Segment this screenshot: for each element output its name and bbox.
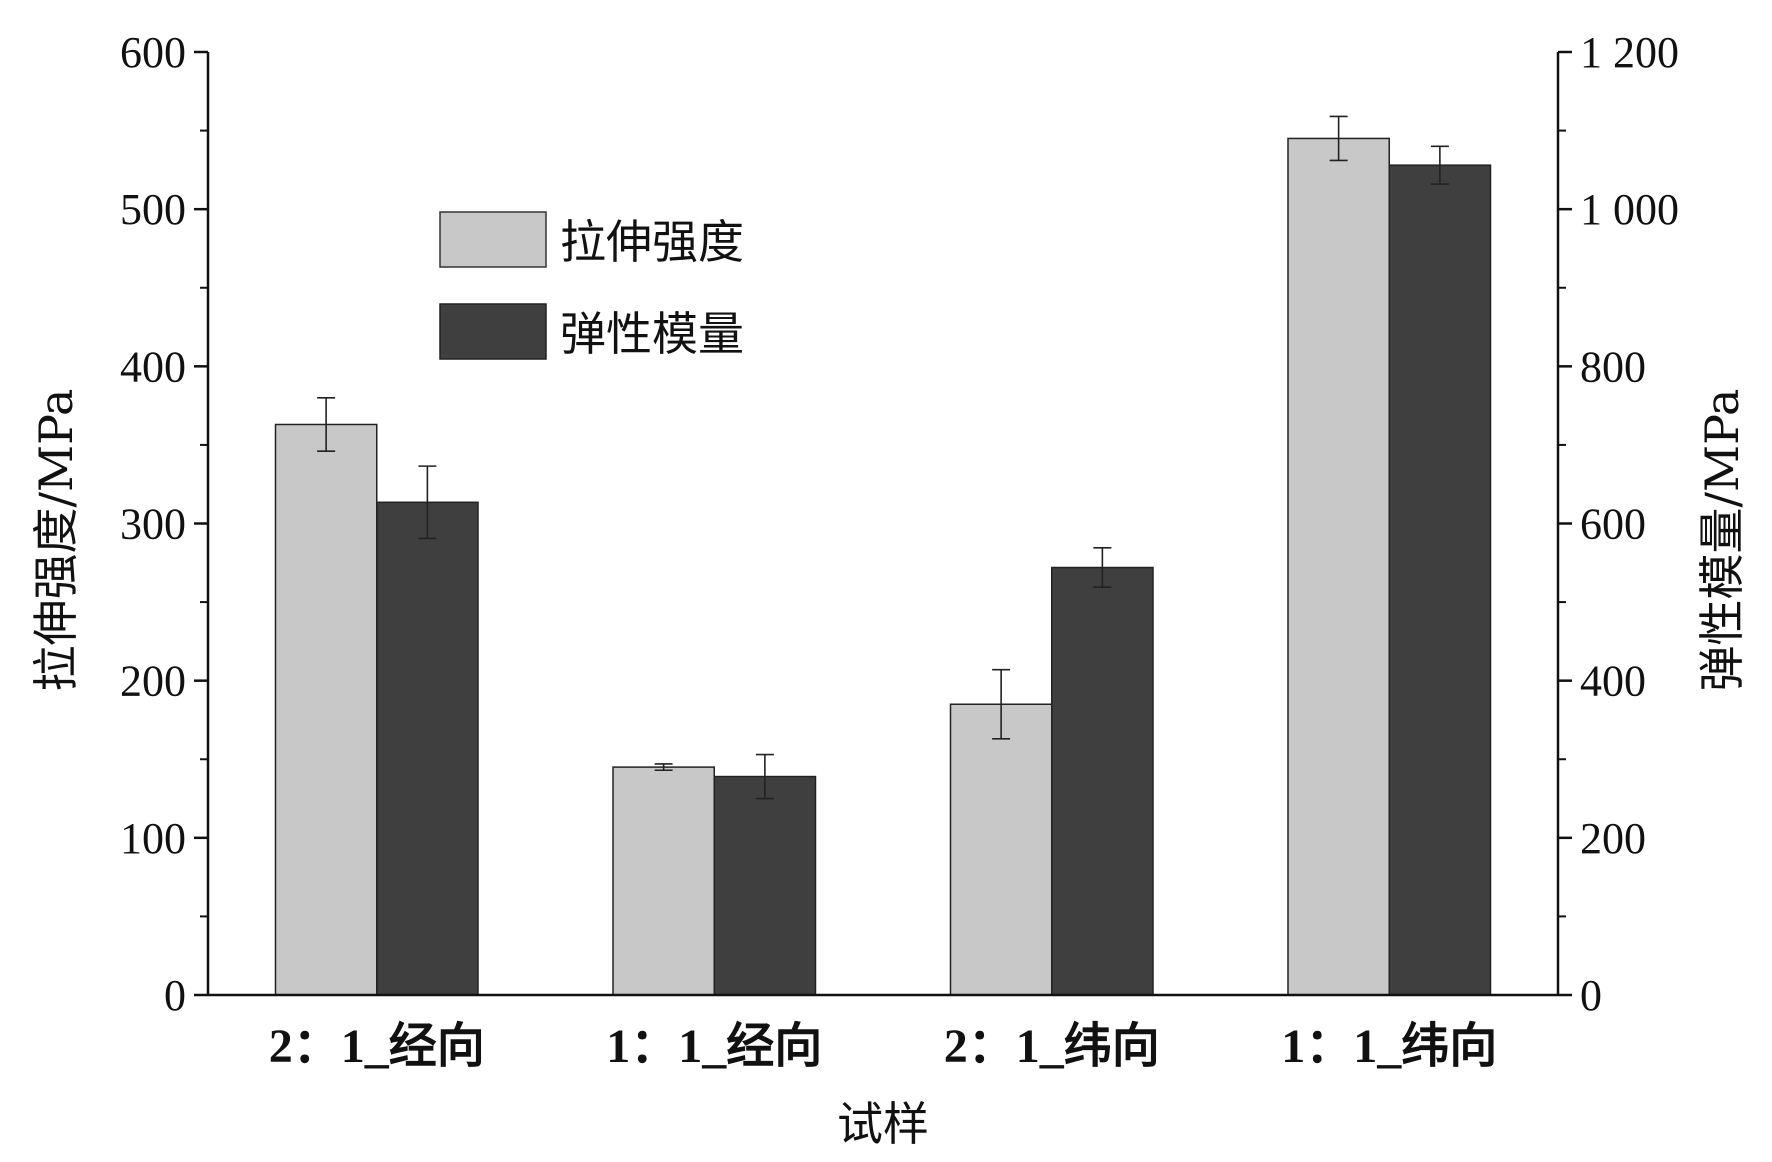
error-bars-layer — [317, 115, 1449, 800]
left-tick-label: 200 — [120, 657, 186, 706]
error-bar — [755, 753, 774, 800]
error-bar — [1430, 145, 1449, 185]
left-tick-label: 400 — [120, 342, 186, 391]
error-bar — [654, 763, 673, 772]
right-tick-label: 1 200 — [1580, 28, 1679, 77]
right-tick-label: 800 — [1580, 342, 1646, 391]
legend-label-elastic-modulus: 弹性模量 — [560, 307, 744, 361]
category-labels: 2：1_经向 1：1_经向 2：1_纬向 1：1_纬向 — [269, 1020, 1498, 1073]
category-label: 2：1_经向 — [269, 1020, 485, 1073]
error-bar — [992, 668, 1011, 740]
left-tick-label: 500 — [120, 185, 186, 234]
x-axis-title: 试样 — [837, 1097, 929, 1151]
right-y-axis-title: 弹性模量/MPa — [1695, 389, 1749, 692]
right-tick-label: 1 000 — [1580, 185, 1679, 234]
error-bar — [418, 465, 437, 540]
left-tick-label: 100 — [120, 814, 186, 863]
bar-elastic-modulus — [376, 501, 479, 996]
legend-swatch-tensile-strength — [439, 211, 547, 268]
right-tick-label: 600 — [1580, 500, 1646, 549]
bars-layer — [274, 137, 1492, 996]
right-tick-label: 400 — [1580, 657, 1646, 706]
error-bar — [317, 396, 336, 453]
category-label: 1：1_纬向 — [1281, 1020, 1497, 1073]
left-tick-label: 300 — [120, 500, 186, 549]
right-tick-label: 0 — [1580, 971, 1602, 1020]
bar-tensile-strength — [612, 766, 715, 996]
left-tick-label: 0 — [164, 971, 186, 1020]
legend-swatch-elastic-modulus — [439, 303, 547, 360]
bar-tensile-strength — [949, 703, 1053, 996]
right-tick-label: 200 — [1580, 814, 1646, 863]
category-label: 1：1_经向 — [606, 1020, 822, 1073]
category-label: 2：1_纬向 — [944, 1020, 1160, 1073]
bar-elastic-modulus — [713, 775, 817, 996]
bar-elastic-modulus — [1051, 566, 1154, 996]
bar-tensile-strength — [274, 423, 378, 996]
legend: 拉伸强度 弹性模量 — [439, 211, 744, 361]
error-bar — [1093, 547, 1112, 588]
left-y-axis-title: 拉伸强度/MPa — [29, 389, 83, 692]
error-bar — [1329, 115, 1348, 162]
bar-tensile-strength — [1287, 137, 1390, 996]
bar-elastic-modulus — [1388, 164, 1492, 996]
legend-label-tensile-strength: 拉伸强度 — [560, 215, 744, 269]
ticks-layer: 0 100 200 300 400 500 600 0 200 400 600 800 1 000 1 2… — [120, 28, 1679, 1020]
left-tick-label: 600 — [120, 28, 186, 77]
